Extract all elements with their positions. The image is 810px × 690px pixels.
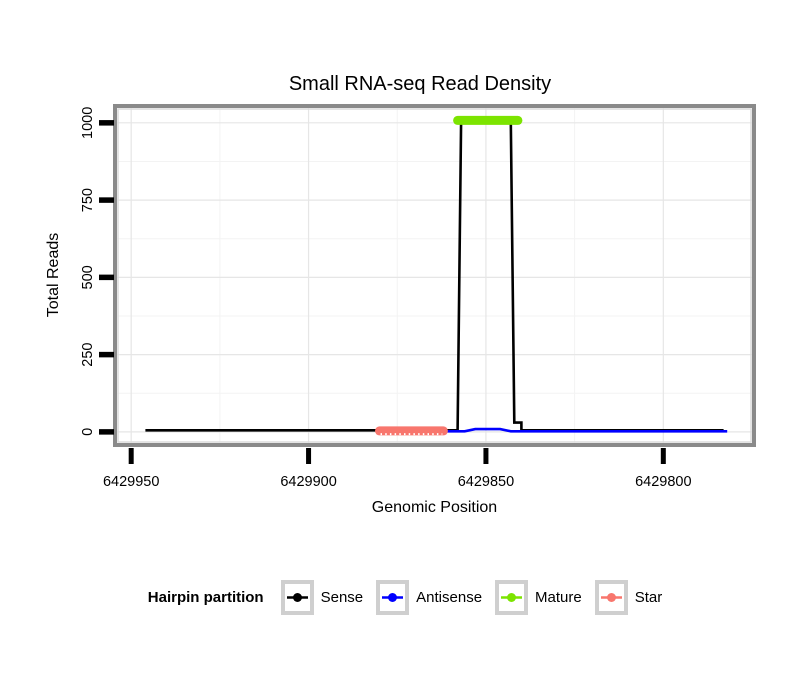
y-tick-label: 1000 xyxy=(80,107,96,139)
legend-item-mature: Mature xyxy=(495,580,582,615)
y-tick-label: 0 xyxy=(80,428,96,436)
panel-inner-edge xyxy=(117,108,752,443)
x-tick-label: 6429900 xyxy=(280,474,336,490)
star-key-icon xyxy=(594,580,628,615)
x-axis-title: Genomic Position xyxy=(371,499,498,516)
y-tick-label: 250 xyxy=(80,343,96,367)
legend-label-sense: Sense xyxy=(320,589,364,606)
y-tick-label: 500 xyxy=(80,265,96,289)
legend-label-star: Star xyxy=(634,589,663,606)
sense-key-icon xyxy=(280,580,314,615)
legend-item-star: Star xyxy=(594,580,663,615)
legend-label-antisense: Antisense xyxy=(416,589,483,606)
y-axis-title: Total Reads xyxy=(45,232,62,318)
legend-item-sense: Sense xyxy=(280,580,364,615)
x-tick-label: 6429850 xyxy=(458,474,514,490)
series-sense xyxy=(145,120,724,432)
antisense-key-icon xyxy=(376,580,410,615)
legend: Hairpin partition Sense Antisense xyxy=(0,580,810,615)
series-antisense xyxy=(446,427,728,433)
legend-label-mature: Mature xyxy=(535,589,582,606)
panel-background xyxy=(117,108,752,443)
panel-border xyxy=(113,104,756,447)
x-tick-label: 6429800 xyxy=(635,474,691,490)
y-tick-label: 750 xyxy=(80,188,96,212)
legend-title: Hairpin partition xyxy=(147,589,264,606)
legend-item-antisense: Antisense xyxy=(376,580,482,615)
mature-key-icon xyxy=(495,580,529,615)
x-tick-label: 6429950 xyxy=(103,474,159,490)
chart-title: Small RNA-seq Read Density xyxy=(288,73,552,95)
